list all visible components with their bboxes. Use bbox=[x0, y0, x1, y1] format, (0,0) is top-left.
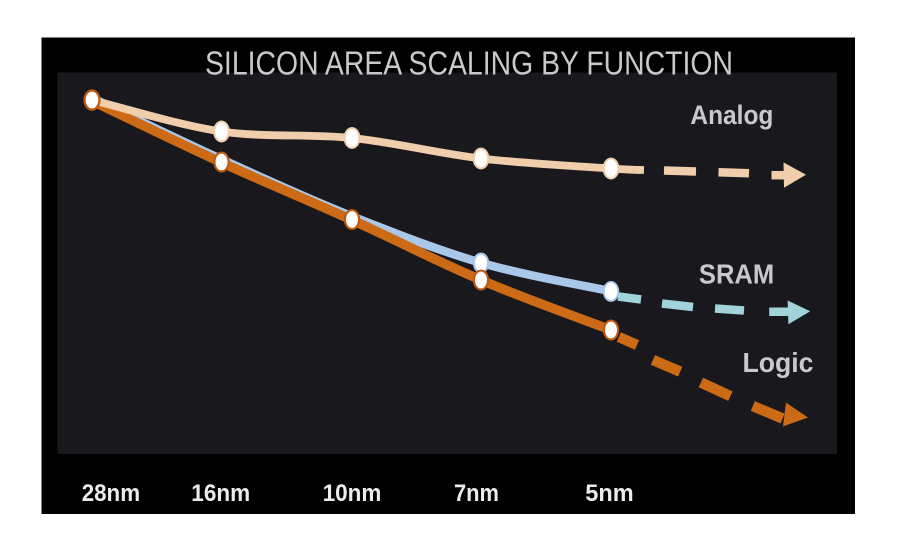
svg-text:7nm: 7nm bbox=[454, 480, 499, 507]
svg-text:Logic: Logic bbox=[743, 347, 814, 378]
svg-text:5nm: 5nm bbox=[585, 480, 633, 507]
svg-text:10nm: 10nm bbox=[323, 480, 382, 507]
svg-text:SRAM: SRAM bbox=[699, 258, 774, 289]
svg-text:Analog: Analog bbox=[690, 100, 773, 130]
svg-text:28nm: 28nm bbox=[82, 480, 140, 507]
svg-text:16nm: 16nm bbox=[191, 480, 250, 507]
svg-text:SILICON AREA SCALING BY FUNCTI: SILICON AREA SCALING BY FUNCTION bbox=[205, 45, 733, 82]
